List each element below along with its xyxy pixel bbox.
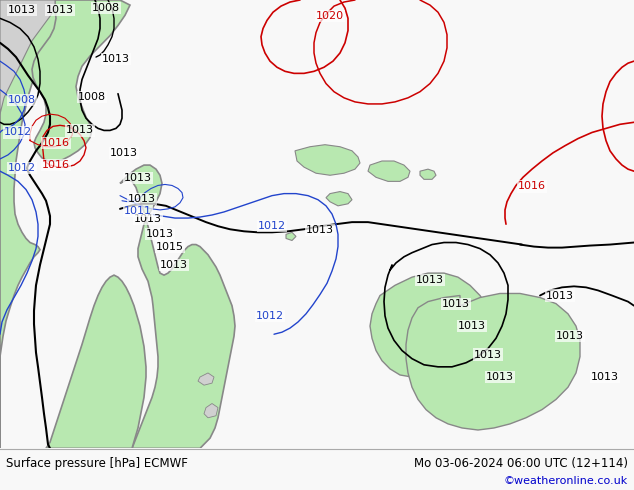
Text: 1013: 1013 <box>442 299 470 309</box>
Text: 1013: 1013 <box>591 372 619 382</box>
Text: 1013: 1013 <box>124 173 152 183</box>
Text: 1012: 1012 <box>256 311 284 321</box>
Text: 1013: 1013 <box>102 54 130 64</box>
Text: 1013: 1013 <box>416 275 444 285</box>
Text: 1013: 1013 <box>146 229 174 239</box>
Polygon shape <box>46 275 146 448</box>
Text: 1020: 1020 <box>316 11 344 21</box>
Text: 1013: 1013 <box>46 5 74 15</box>
Text: Surface pressure [hPa] ECMWF: Surface pressure [hPa] ECMWF <box>6 457 188 469</box>
Text: 1016: 1016 <box>42 160 70 170</box>
Text: 1015: 1015 <box>156 242 184 251</box>
Text: 1013: 1013 <box>556 331 584 341</box>
Text: 1013: 1013 <box>110 148 138 158</box>
Polygon shape <box>120 165 235 448</box>
Text: 1013: 1013 <box>8 5 36 15</box>
Polygon shape <box>0 0 55 114</box>
Text: Mo 03-06-2024 06:00 UTC (12+114): Mo 03-06-2024 06:00 UTC (12+114) <box>413 457 628 469</box>
Text: 1013: 1013 <box>486 372 514 382</box>
Text: 1011: 1011 <box>124 206 152 216</box>
Polygon shape <box>32 0 130 161</box>
Polygon shape <box>406 294 580 430</box>
Text: 1013: 1013 <box>160 260 188 270</box>
Text: 1012: 1012 <box>8 163 36 173</box>
Polygon shape <box>295 145 360 175</box>
Text: 1013: 1013 <box>128 194 156 204</box>
Text: 1012: 1012 <box>258 221 286 231</box>
Polygon shape <box>420 169 436 179</box>
Text: 1008: 1008 <box>8 95 36 105</box>
Text: 1008: 1008 <box>78 92 106 102</box>
Polygon shape <box>368 161 410 181</box>
Text: 1008: 1008 <box>92 3 120 13</box>
Text: 1013: 1013 <box>474 349 502 360</box>
Text: 1016: 1016 <box>518 181 546 192</box>
Text: 1016: 1016 <box>42 138 70 147</box>
Text: 1012: 1012 <box>4 127 32 138</box>
Polygon shape <box>370 273 492 377</box>
Polygon shape <box>326 192 352 206</box>
Polygon shape <box>0 0 62 448</box>
Text: 1013: 1013 <box>546 291 574 300</box>
Polygon shape <box>198 373 214 385</box>
Text: 1013: 1013 <box>134 214 162 224</box>
Text: ©weatheronline.co.uk: ©weatheronline.co.uk <box>503 476 628 486</box>
Text: 1013: 1013 <box>66 125 94 135</box>
Polygon shape <box>286 232 296 241</box>
Text: 1013: 1013 <box>458 321 486 331</box>
Text: 1013: 1013 <box>306 225 334 235</box>
Polygon shape <box>204 404 218 418</box>
